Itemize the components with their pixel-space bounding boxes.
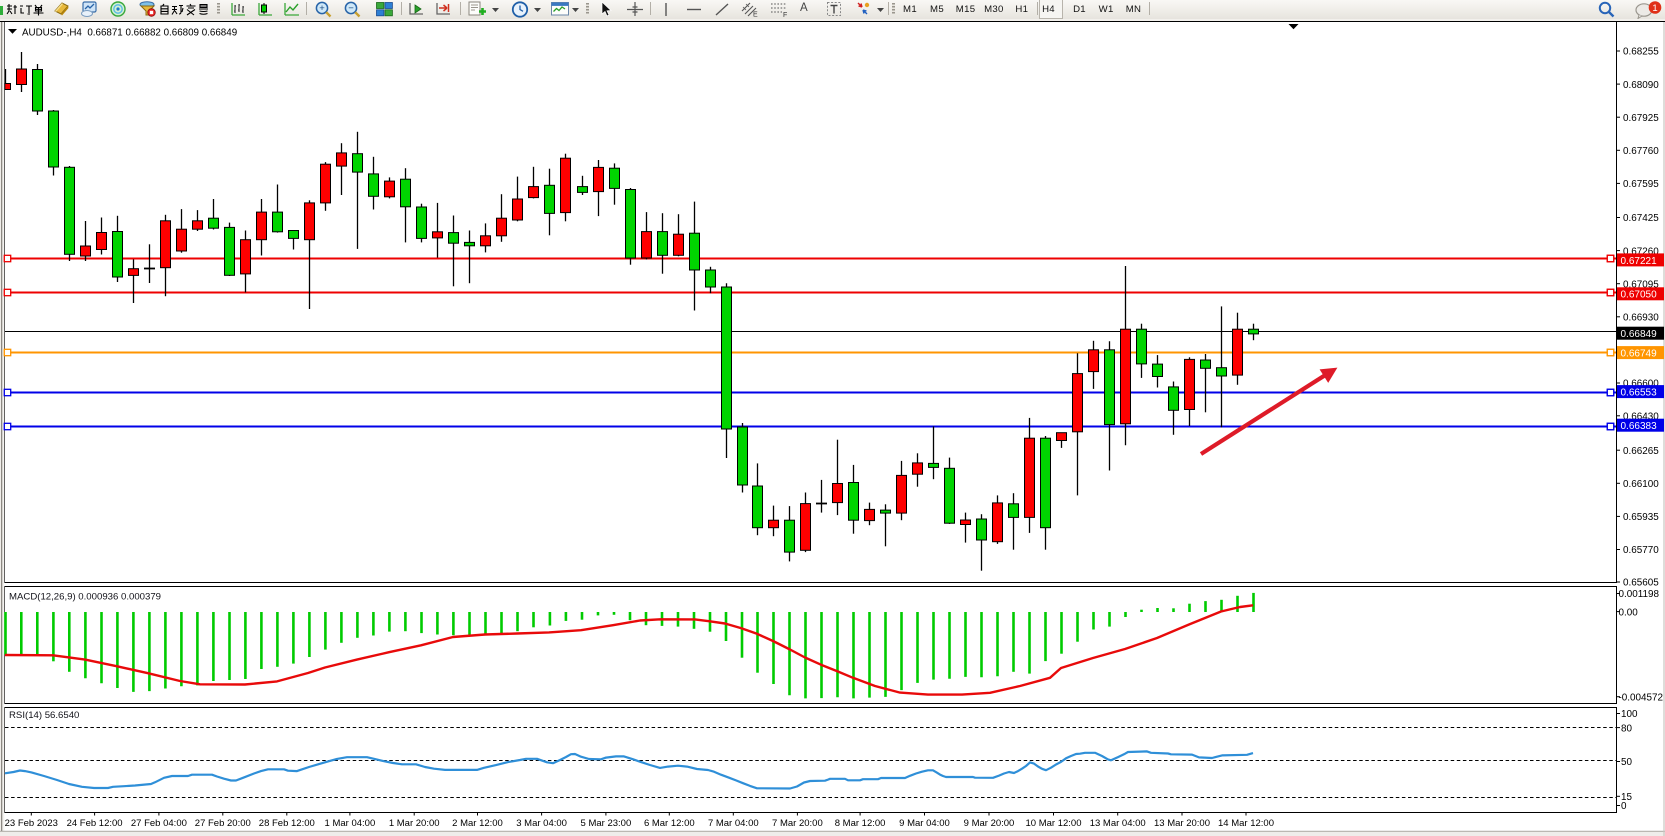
svg-text:100: 100: [1621, 709, 1638, 720]
svg-text:27 Feb 04:00: 27 Feb 04:00: [131, 818, 187, 829]
svg-text:0.65605: 0.65605: [1623, 578, 1659, 589]
svg-text:10 Mar 12:00: 10 Mar 12:00: [1026, 818, 1082, 829]
svg-text:1: 1: [1652, 3, 1657, 14]
svg-text:2 Mar 12:00: 2 Mar 12:00: [452, 818, 503, 829]
svg-text:27 Feb 20:00: 27 Feb 20:00: [195, 818, 251, 829]
svg-text:0.67260: 0.67260: [1623, 246, 1659, 257]
svg-text:0.00: 0.00: [1619, 607, 1639, 618]
svg-text:0.66100: 0.66100: [1623, 479, 1659, 490]
svg-text:24 Feb 12:00: 24 Feb 12:00: [67, 818, 123, 829]
svg-text:-0.004572: -0.004572: [1619, 692, 1663, 703]
svg-text:0.67760: 0.67760: [1623, 146, 1659, 157]
svg-text:0.66265: 0.66265: [1623, 446, 1659, 457]
svg-text:0.67925: 0.67925: [1623, 113, 1659, 124]
svg-text:RSI(14) 56.6540: RSI(14) 56.6540: [9, 710, 79, 721]
svg-text:0.66930: 0.66930: [1623, 313, 1659, 324]
svg-text:0.66600: 0.66600: [1623, 379, 1659, 390]
svg-text:0.65770: 0.65770: [1623, 545, 1659, 556]
svg-text:15: 15: [1621, 792, 1632, 803]
svg-text:13 Mar 04:00: 13 Mar 04:00: [1090, 818, 1146, 829]
svg-text:0.66849: 0.66849: [1621, 329, 1658, 340]
svg-text:50: 50: [1621, 757, 1632, 768]
svg-text:0.67595: 0.67595: [1623, 179, 1659, 190]
svg-text:+: +: [319, 3, 325, 14]
svg-text:9 Mar 04:00: 9 Mar 04:00: [899, 818, 950, 829]
svg-text:0: 0: [1621, 801, 1627, 812]
svg-text:14 Mar 12:00: 14 Mar 12:00: [1218, 818, 1274, 829]
svg-text:F: F: [783, 12, 787, 18]
svg-text:13 Mar 20:00: 13 Mar 20:00: [1154, 818, 1210, 829]
svg-text:1 Mar 04:00: 1 Mar 04:00: [325, 818, 376, 829]
svg-text:0.66430: 0.66430: [1623, 412, 1659, 423]
svg-text:23 Feb 2023: 23 Feb 2023: [5, 818, 58, 829]
svg-text:0.67095: 0.67095: [1623, 279, 1659, 290]
svg-text:0.67221: 0.67221: [1621, 256, 1658, 267]
svg-text:3 Mar 04:00: 3 Mar 04:00: [516, 818, 567, 829]
svg-text:6 Mar 12:00: 6 Mar 12:00: [644, 818, 695, 829]
svg-text:0.66749: 0.66749: [1621, 349, 1658, 360]
svg-text:0.68255: 0.68255: [1623, 47, 1659, 58]
svg-text:0.66553: 0.66553: [1621, 388, 1658, 399]
svg-text:−: −: [348, 3, 354, 14]
svg-text:MACD(12,26,9) 0.000936 0.00037: MACD(12,26,9) 0.000936 0.000379: [9, 592, 161, 603]
svg-text:7 Mar 20:00: 7 Mar 20:00: [772, 818, 823, 829]
svg-text:80: 80: [1621, 723, 1632, 734]
svg-text:5 Mar 23:00: 5 Mar 23:00: [581, 818, 632, 829]
svg-text:AUDUSD-,H4 0.66871 0.66882 0.: AUDUSD-,H4 0.66871 0.66882 0.66809 0.668…: [22, 28, 237, 39]
svg-text:1 Mar 20:00: 1 Mar 20:00: [389, 818, 440, 829]
svg-text:28 Feb 12:00: 28 Feb 12:00: [259, 818, 315, 829]
svg-text:8 Mar 12:00: 8 Mar 12:00: [835, 818, 886, 829]
svg-text:E: E: [753, 12, 758, 19]
svg-text:0.66383: 0.66383: [1621, 421, 1658, 432]
svg-text:0.67425: 0.67425: [1623, 213, 1659, 224]
svg-text:7 Mar 04:00: 7 Mar 04:00: [708, 818, 759, 829]
svg-text:0.67050: 0.67050: [1621, 290, 1658, 301]
svg-text:0.001198: 0.001198: [1619, 589, 1660, 600]
svg-text:9 Mar 20:00: 9 Mar 20:00: [964, 818, 1015, 829]
svg-text:0.65935: 0.65935: [1623, 512, 1659, 523]
svg-text:0.68090: 0.68090: [1623, 80, 1659, 91]
